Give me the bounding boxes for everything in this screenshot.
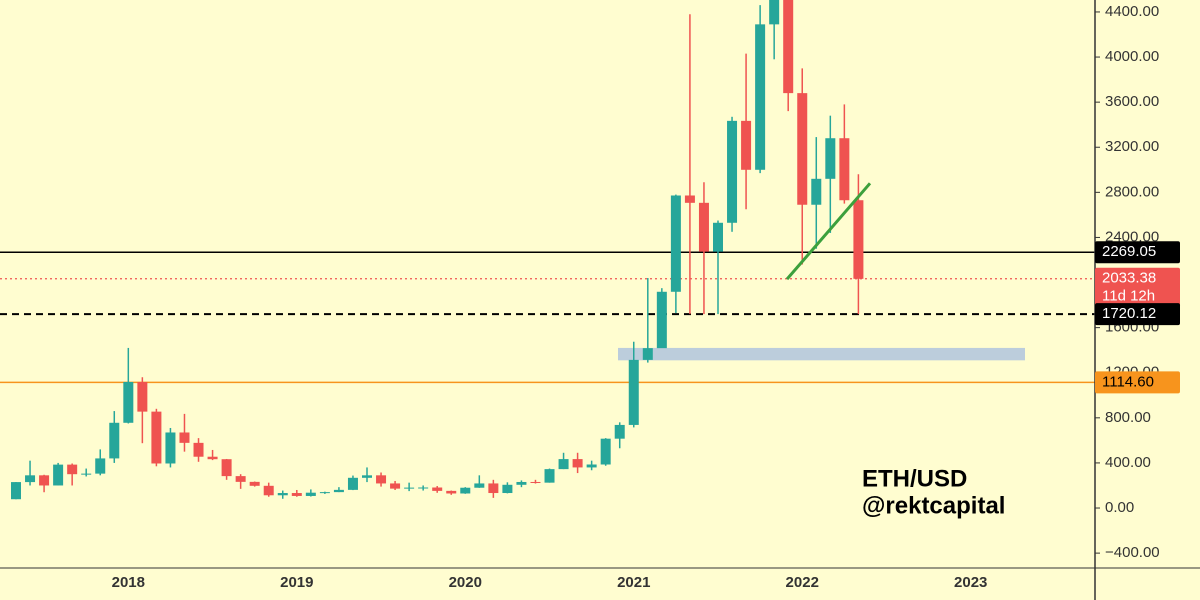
- candle-body: [277, 493, 288, 496]
- price-tag: [1095, 303, 1180, 326]
- candle-body: [755, 24, 766, 170]
- x-tick-label: 2019: [280, 574, 313, 591]
- candle-body: [81, 473, 92, 475]
- candle-body: [600, 438, 611, 465]
- candle-body: [544, 469, 555, 483]
- candle-body: [221, 459, 232, 477]
- candle-body: [530, 481, 541, 483]
- price-tag: [1095, 371, 1180, 394]
- candle-body: [516, 481, 527, 485]
- candle-body: [628, 359, 639, 425]
- y-tick-label: 400.00: [1105, 454, 1151, 471]
- trendline: [785, 182, 872, 281]
- candle-body: [179, 432, 190, 443]
- candle-body: [684, 195, 695, 203]
- candle-body: [123, 381, 134, 423]
- candle-body: [11, 482, 21, 500]
- y-tick-label: 3200.00: [1105, 138, 1159, 155]
- candle-body: [811, 178, 822, 205]
- price-tag-label: 1720.12: [1102, 305, 1156, 322]
- candle-body: [741, 120, 752, 170]
- y-tick-label: −400.00: [1105, 544, 1160, 561]
- price-tag-countdown: 11d 12h: [1102, 288, 1155, 305]
- candle-body: [404, 487, 415, 489]
- candle-body: [502, 484, 513, 494]
- annotation: ETH/USD: [862, 465, 967, 492]
- candle-body: [291, 493, 302, 496]
- x-tick-label: 2023: [954, 574, 987, 591]
- annotation: @rektcapital: [862, 492, 1005, 519]
- candle-body: [656, 291, 667, 349]
- candle-body: [727, 120, 738, 223]
- candle-body: [109, 422, 120, 459]
- candle-body: [39, 475, 50, 486]
- candle-body: [839, 138, 850, 201]
- candle-body: [376, 475, 387, 484]
- candle-body: [263, 485, 274, 496]
- candle-body: [207, 456, 218, 460]
- candle-body: [193, 442, 204, 457]
- price-tag: [1095, 241, 1180, 264]
- candle-body: [572, 459, 583, 468]
- candle-body: [137, 381, 148, 412]
- candle-body: [446, 490, 457, 494]
- candle-body: [713, 222, 723, 252]
- candle-body: [614, 424, 625, 439]
- price-tag: [1095, 267, 1180, 308]
- y-tick-label: 2800.00: [1105, 183, 1159, 200]
- candle-body: [305, 492, 316, 496]
- candle-body: [418, 487, 429, 489]
- candle-body: [698, 202, 709, 252]
- x-tick-label: 2020: [449, 574, 482, 591]
- y-tick-label: 4400.00: [1105, 3, 1159, 20]
- y-tick-label: 4000.00: [1105, 48, 1159, 65]
- y-tick-label: 2400.00: [1105, 228, 1159, 245]
- x-tick-label: 2018: [112, 574, 145, 591]
- candle-body: [390, 483, 401, 489]
- candle-body: [165, 432, 176, 464]
- candle-body: [642, 348, 653, 360]
- candle-body: [558, 459, 569, 470]
- y-tick-label: 800.00: [1105, 409, 1151, 426]
- candle-body: [488, 483, 499, 494]
- candle-body: [362, 475, 372, 478]
- price-tag-label: 2269.05: [1102, 243, 1156, 260]
- candle-body: [249, 481, 260, 486]
- support-zone: [618, 347, 1025, 361]
- y-tick-label: 0.00: [1105, 499, 1134, 516]
- candle-body: [670, 195, 681, 292]
- price-tag-label: 2033.38: [1102, 270, 1156, 287]
- candle-body: [333, 489, 344, 493]
- candle-body: [95, 458, 106, 474]
- candle-body: [825, 138, 836, 179]
- x-tick-label: 2021: [617, 574, 650, 591]
- candle-body: [460, 487, 471, 494]
- candle-body: [235, 476, 246, 482]
- price-tag-label: 1114.60: [1102, 373, 1154, 390]
- x-tick-label: 2022: [786, 574, 819, 591]
- candle-body: [783, 0, 794, 94]
- y-tick-label: 3600.00: [1105, 93, 1159, 110]
- candle-body: [67, 464, 78, 475]
- candle-body: [25, 475, 36, 483]
- candle-body: [474, 483, 485, 488]
- plot-area: [0, 0, 1095, 500]
- candle-body: [151, 411, 162, 464]
- candle-body: [319, 492, 330, 494]
- candle-body: [853, 200, 864, 279]
- candle-body: [769, 0, 780, 25]
- candle-body: [586, 464, 597, 468]
- candle-body: [53, 464, 64, 486]
- candle-body: [432, 487, 443, 491]
- candle-body: [797, 93, 808, 205]
- candle-body: [347, 477, 358, 490]
